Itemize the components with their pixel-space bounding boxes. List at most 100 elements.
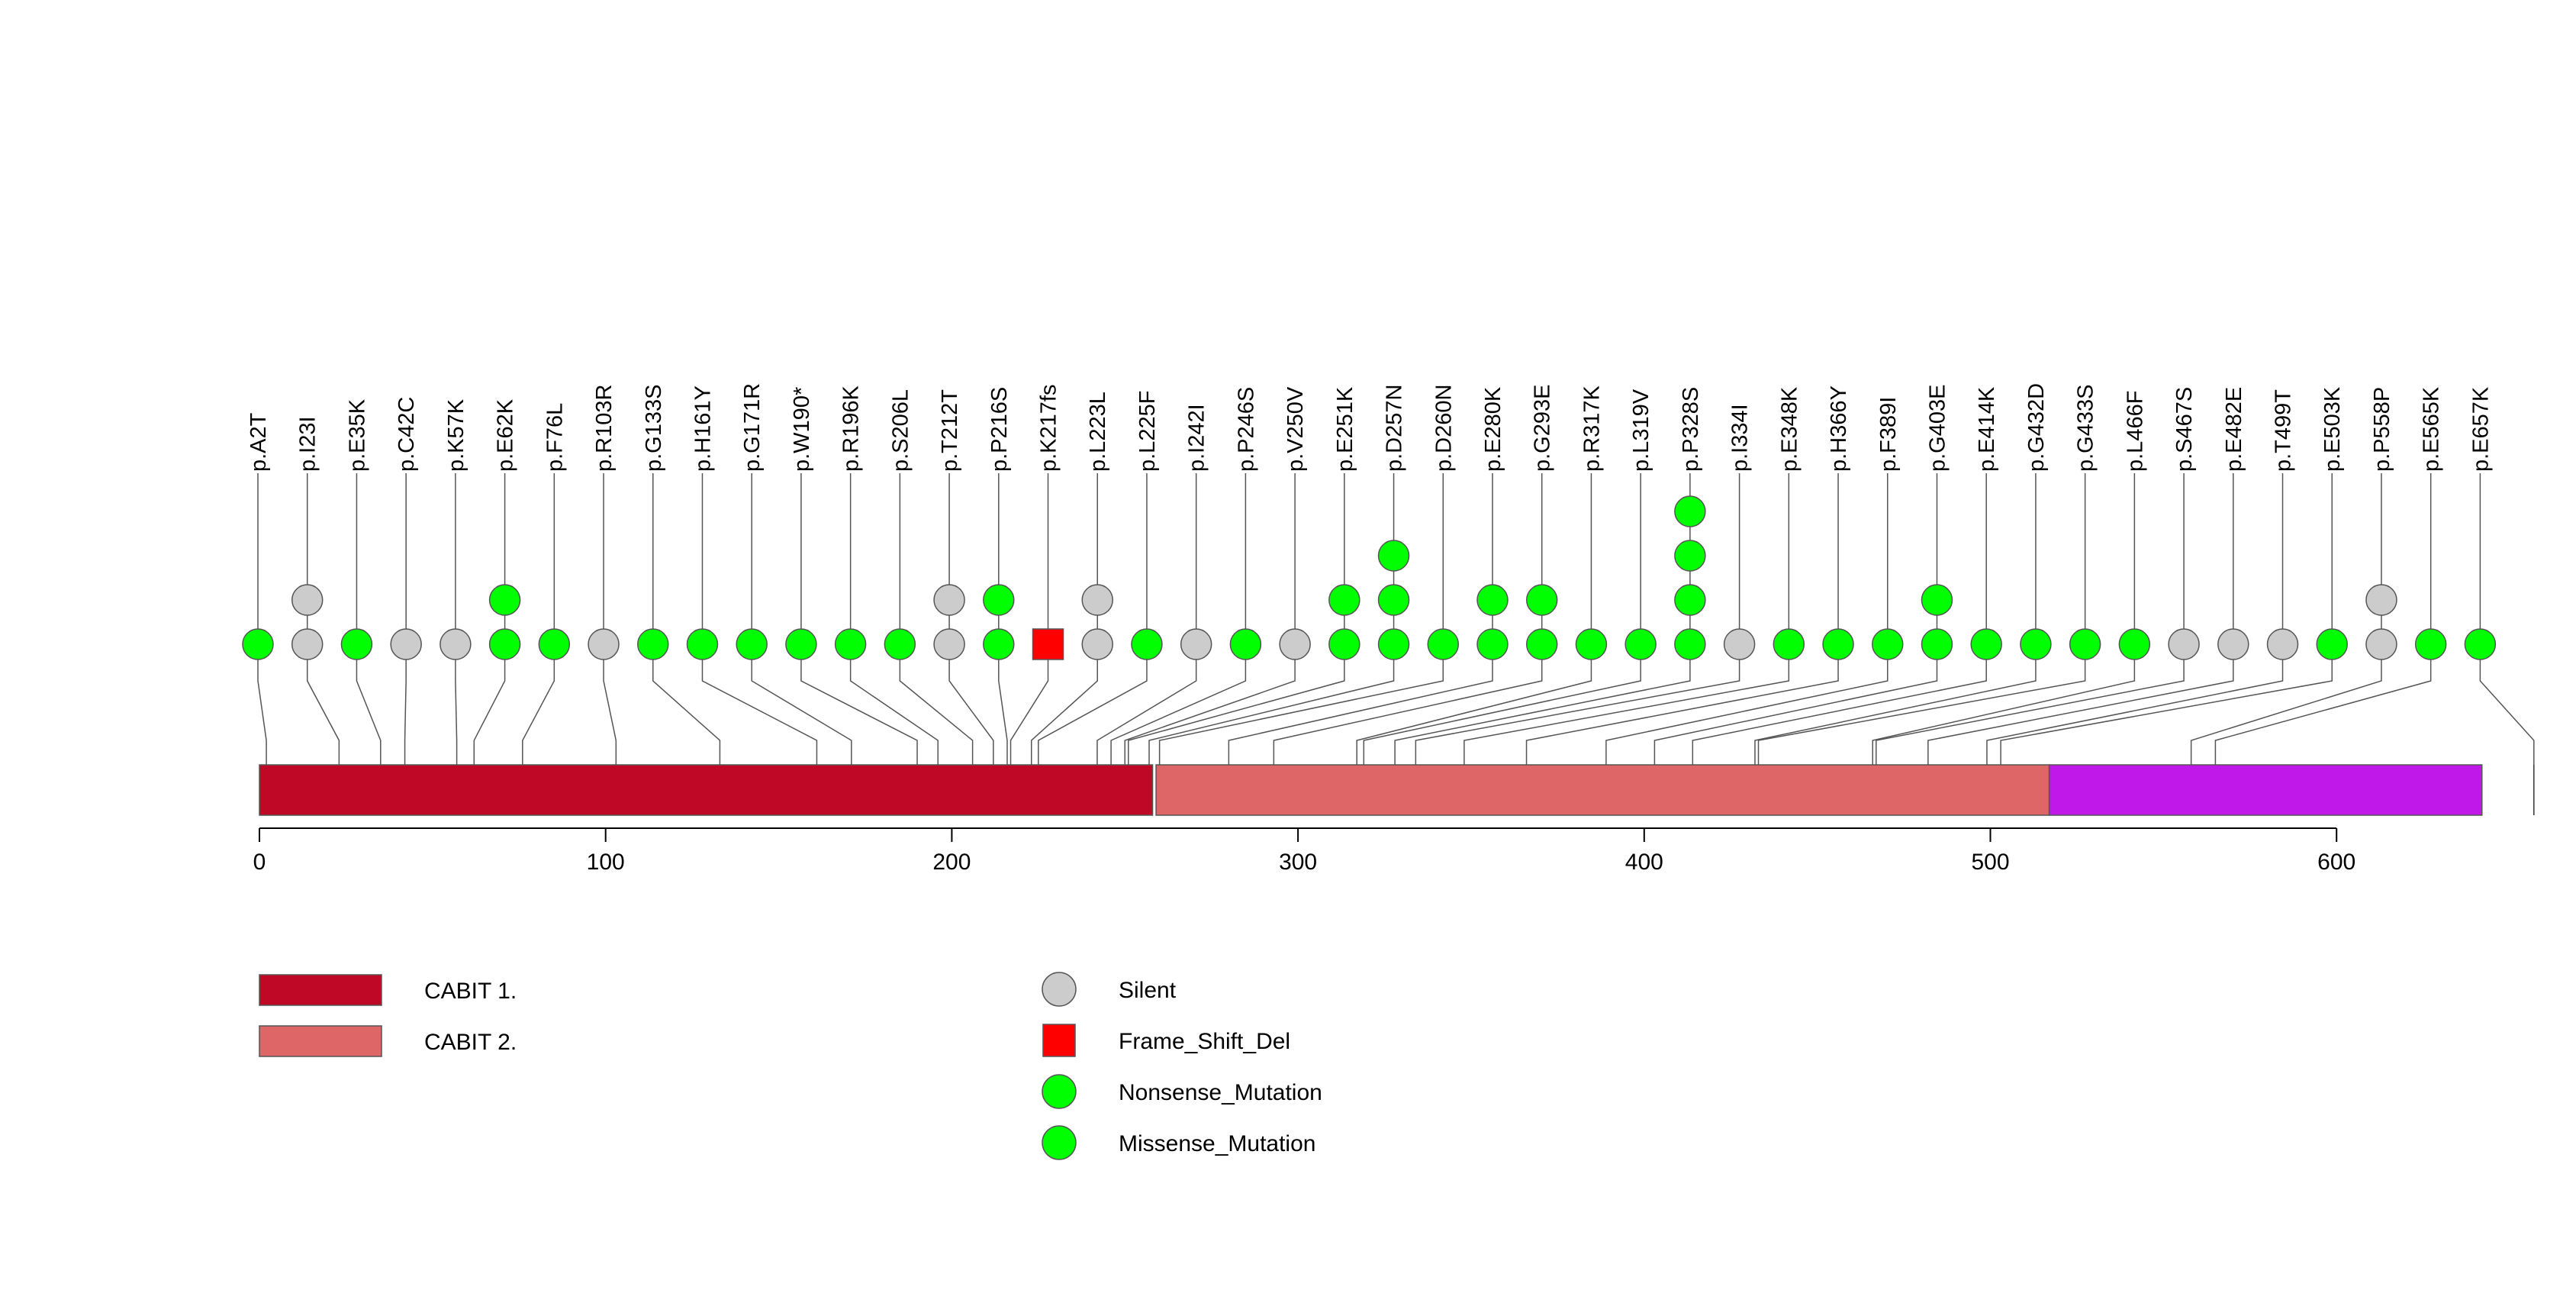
mutation-label-p-h161y: p.H161Y <box>691 385 715 472</box>
connector-p-v250v <box>1124 666 1296 765</box>
connector-p-d257n <box>1148 666 1395 765</box>
x-axis-tick-label: 0 <box>253 850 266 875</box>
mutation-labels: p.A2T p.I23I p.E35K p.C42C p.K57K p.E62K p.F76… <box>246 383 2493 472</box>
x-axis-tick-label: 200 <box>932 850 971 875</box>
domain-segment-cabit-1 <box>259 764 1154 816</box>
marker-p-p328s-missense <box>1674 628 1706 660</box>
legend-swatch-cabit-2 <box>259 1025 382 1057</box>
connector-p-l225f <box>1038 666 1148 765</box>
marker-p-e62k-missense <box>488 584 521 616</box>
connector-p-t212t <box>948 666 994 765</box>
mutation-label-p-r196k: p.R196K <box>839 385 864 472</box>
marker-p-e348k-missense <box>1773 628 1805 660</box>
connector-p-g433s <box>1757 666 2086 765</box>
mutation-label-p-i242i: p.I242I <box>1185 404 1209 472</box>
domain-legend: CABIT 1. CABIT 2. <box>259 974 517 1057</box>
mutation-label-p-i23i: p.I23I <box>296 416 320 472</box>
mutation-label-p-t499t: p.T499T <box>2272 389 2296 472</box>
x-axis-tick-label: 500 <box>1971 850 2009 875</box>
connector-p-p246s <box>1110 666 1247 765</box>
marker-p-s206l-missense <box>884 628 916 660</box>
mutation-label-p-d257n: p.D257N <box>1383 385 1407 472</box>
mutation-label-p-e565k: p.E565K <box>2420 386 2444 472</box>
connector-p-s206l <box>899 666 974 765</box>
mutation-label-p-g133s: p.G133S <box>642 385 666 472</box>
x-axis-tick-label: 300 <box>1279 850 1317 875</box>
mutation-label-p-e251k: p.E251K <box>1333 386 1357 472</box>
marker-p-i334i-silent <box>1723 628 1756 660</box>
marker-p-g293e-missense <box>1525 584 1558 616</box>
marker-p-p216s-missense <box>983 584 1015 616</box>
connector-p-k57k <box>455 666 458 765</box>
mutation-label-p-a2t: p.A2T <box>246 412 271 472</box>
marker-p-c42c-silent <box>390 628 422 660</box>
marker-p-p328s-missense <box>1674 495 1706 527</box>
mutation-label-p-e503k: p.E503K <box>2320 386 2345 472</box>
mutation-type-legend: Silent Frame_Shift_Del Nonsense_Mutation Mi… <box>1042 972 1322 1160</box>
mutation-label-p-k217fs: p.K217fs <box>1037 385 1061 472</box>
mutation-label-p-l319v: p.L319V <box>1629 389 1653 472</box>
marker-p-f76l-missense <box>538 628 571 660</box>
connector-p-p558p <box>2190 666 2382 765</box>
legend-label-cabit-2: CABIT 2. <box>424 1030 517 1055</box>
connector-p-e482e <box>1927 666 2234 765</box>
marker-p-g403e-missense <box>1921 584 1953 616</box>
marker-p-h161y-missense <box>686 628 719 660</box>
marker-p-e280k-missense <box>1476 584 1509 616</box>
x-axis: 0 100 200 300 400 500 600 <box>253 827 2355 875</box>
mutation-label-p-p216s: p.P216S <box>987 387 1012 472</box>
legend-marker-nonsense-mutation <box>1042 1074 1077 1109</box>
marker-p-d257n-missense <box>1377 540 1410 572</box>
mutation-label-p-g432d: p.G432D <box>2024 383 2049 472</box>
marker-p-g171r-missense <box>736 628 768 660</box>
connector-p-e251k <box>1128 666 1345 765</box>
connector-p-i23i <box>306 666 340 765</box>
marker-p-a2t-missense <box>242 628 274 660</box>
marker-p-v250v-silent <box>1279 628 1311 660</box>
mutation-label-p-e62k: p.E62K <box>494 398 518 472</box>
marker-p-p328s-missense <box>1674 584 1706 616</box>
mutation-label-p-r317k: p.R317K <box>1579 385 1604 472</box>
marker-p-r103r-silent <box>588 628 620 660</box>
mutation-label-p-g403e: p.G403E <box>1925 385 1950 472</box>
connector-p-p216s <box>998 666 1008 765</box>
marker-p-e251k-missense <box>1328 584 1360 616</box>
marker-p-d260n-missense <box>1427 628 1460 660</box>
mutation-label-p-s206l: p.S206L <box>888 389 913 472</box>
marker-p-e414k-missense <box>1970 628 2002 660</box>
marker-p-p216s-missense <box>983 628 1015 660</box>
connector-p-g432d <box>1754 666 2037 765</box>
marker-p-e35k-missense <box>340 628 373 660</box>
connector-p-h161y <box>701 666 818 765</box>
domain-segment-cabit-2 <box>1155 764 2050 816</box>
marker-p-i242i-silent <box>1180 628 1212 660</box>
marker-p-p328s-missense <box>1674 540 1706 572</box>
marker-p-w190-nonsense <box>785 628 817 660</box>
marker-p-p558p-silent <box>2365 628 2397 660</box>
marker-p-g432d-missense <box>2020 628 2052 660</box>
marker-p-i23i-silent <box>291 628 324 660</box>
mutation-label-p-e348k: p.E348K <box>1777 386 1802 472</box>
marker-p-t499t-silent <box>2266 628 2299 660</box>
mutation-label-p-l223l: p.L223L <box>1086 392 1110 472</box>
mutation-label-p-k57k: p.K57K <box>444 398 469 472</box>
mutation-label-p-w190: p.W190* <box>790 387 814 472</box>
connector-p-h366y <box>1525 666 1839 765</box>
mutation-label-p-e280k: p.E280K <box>1481 386 1505 472</box>
mutation-label-p-e657k: p.E657K <box>2468 386 2493 472</box>
x-axis-tick-label: 400 <box>1625 850 1663 875</box>
marker-p-r196k-missense <box>834 628 867 660</box>
marker-p-l223l-silent <box>1081 584 1113 616</box>
connector-p-w190 <box>800 666 918 765</box>
x-axis-tick-label: 600 <box>2317 850 2355 875</box>
mutation-label-p-p558p: p.P558P <box>2370 387 2394 472</box>
legend-label-missense-mutation: Missense_Mutation <box>1119 1131 1315 1156</box>
connector-p-g171r <box>751 666 852 765</box>
marker-p-d257n-missense <box>1377 628 1410 660</box>
connector-p-e62k <box>473 666 506 765</box>
mutation-label-p-i334i: p.I334I <box>1728 404 1753 472</box>
mutation-label-p-v250v: p.V250V <box>1283 386 1308 472</box>
marker-p-p246s-missense <box>1229 628 1262 660</box>
marker-p-g403e-missense <box>1921 628 1953 660</box>
marker-p-e565k-missense <box>2414 628 2447 660</box>
